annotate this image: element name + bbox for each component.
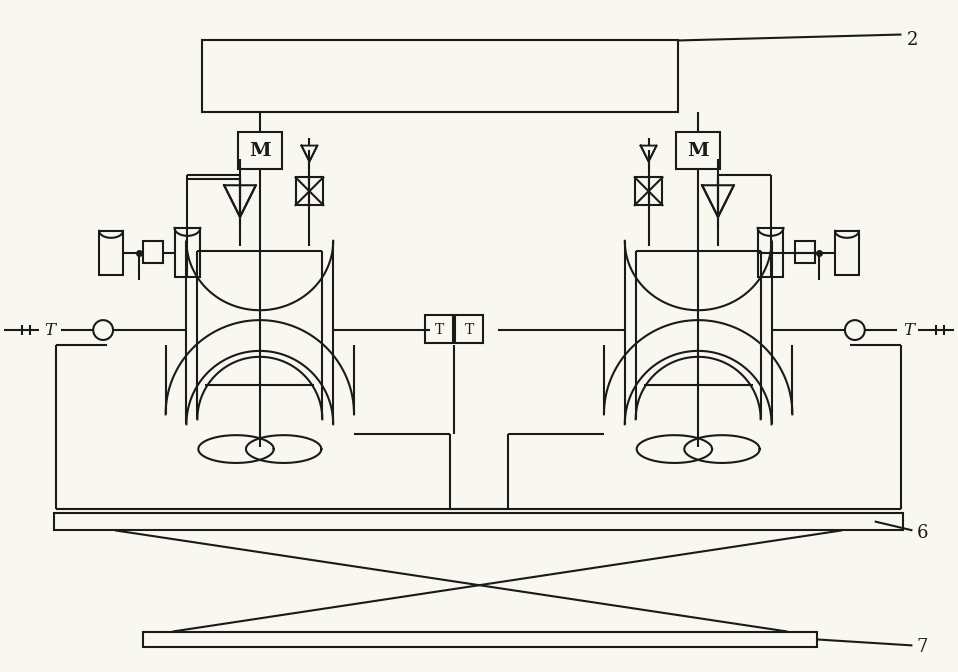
Text: T: T: [465, 323, 473, 337]
Text: T: T: [44, 321, 56, 339]
Text: T: T: [902, 321, 914, 339]
Text: 7: 7: [917, 638, 927, 657]
Text: M: M: [249, 142, 271, 159]
Text: M: M: [687, 142, 709, 159]
Text: T: T: [435, 323, 444, 337]
Text: 2: 2: [906, 30, 918, 48]
Text: 6: 6: [917, 524, 928, 542]
